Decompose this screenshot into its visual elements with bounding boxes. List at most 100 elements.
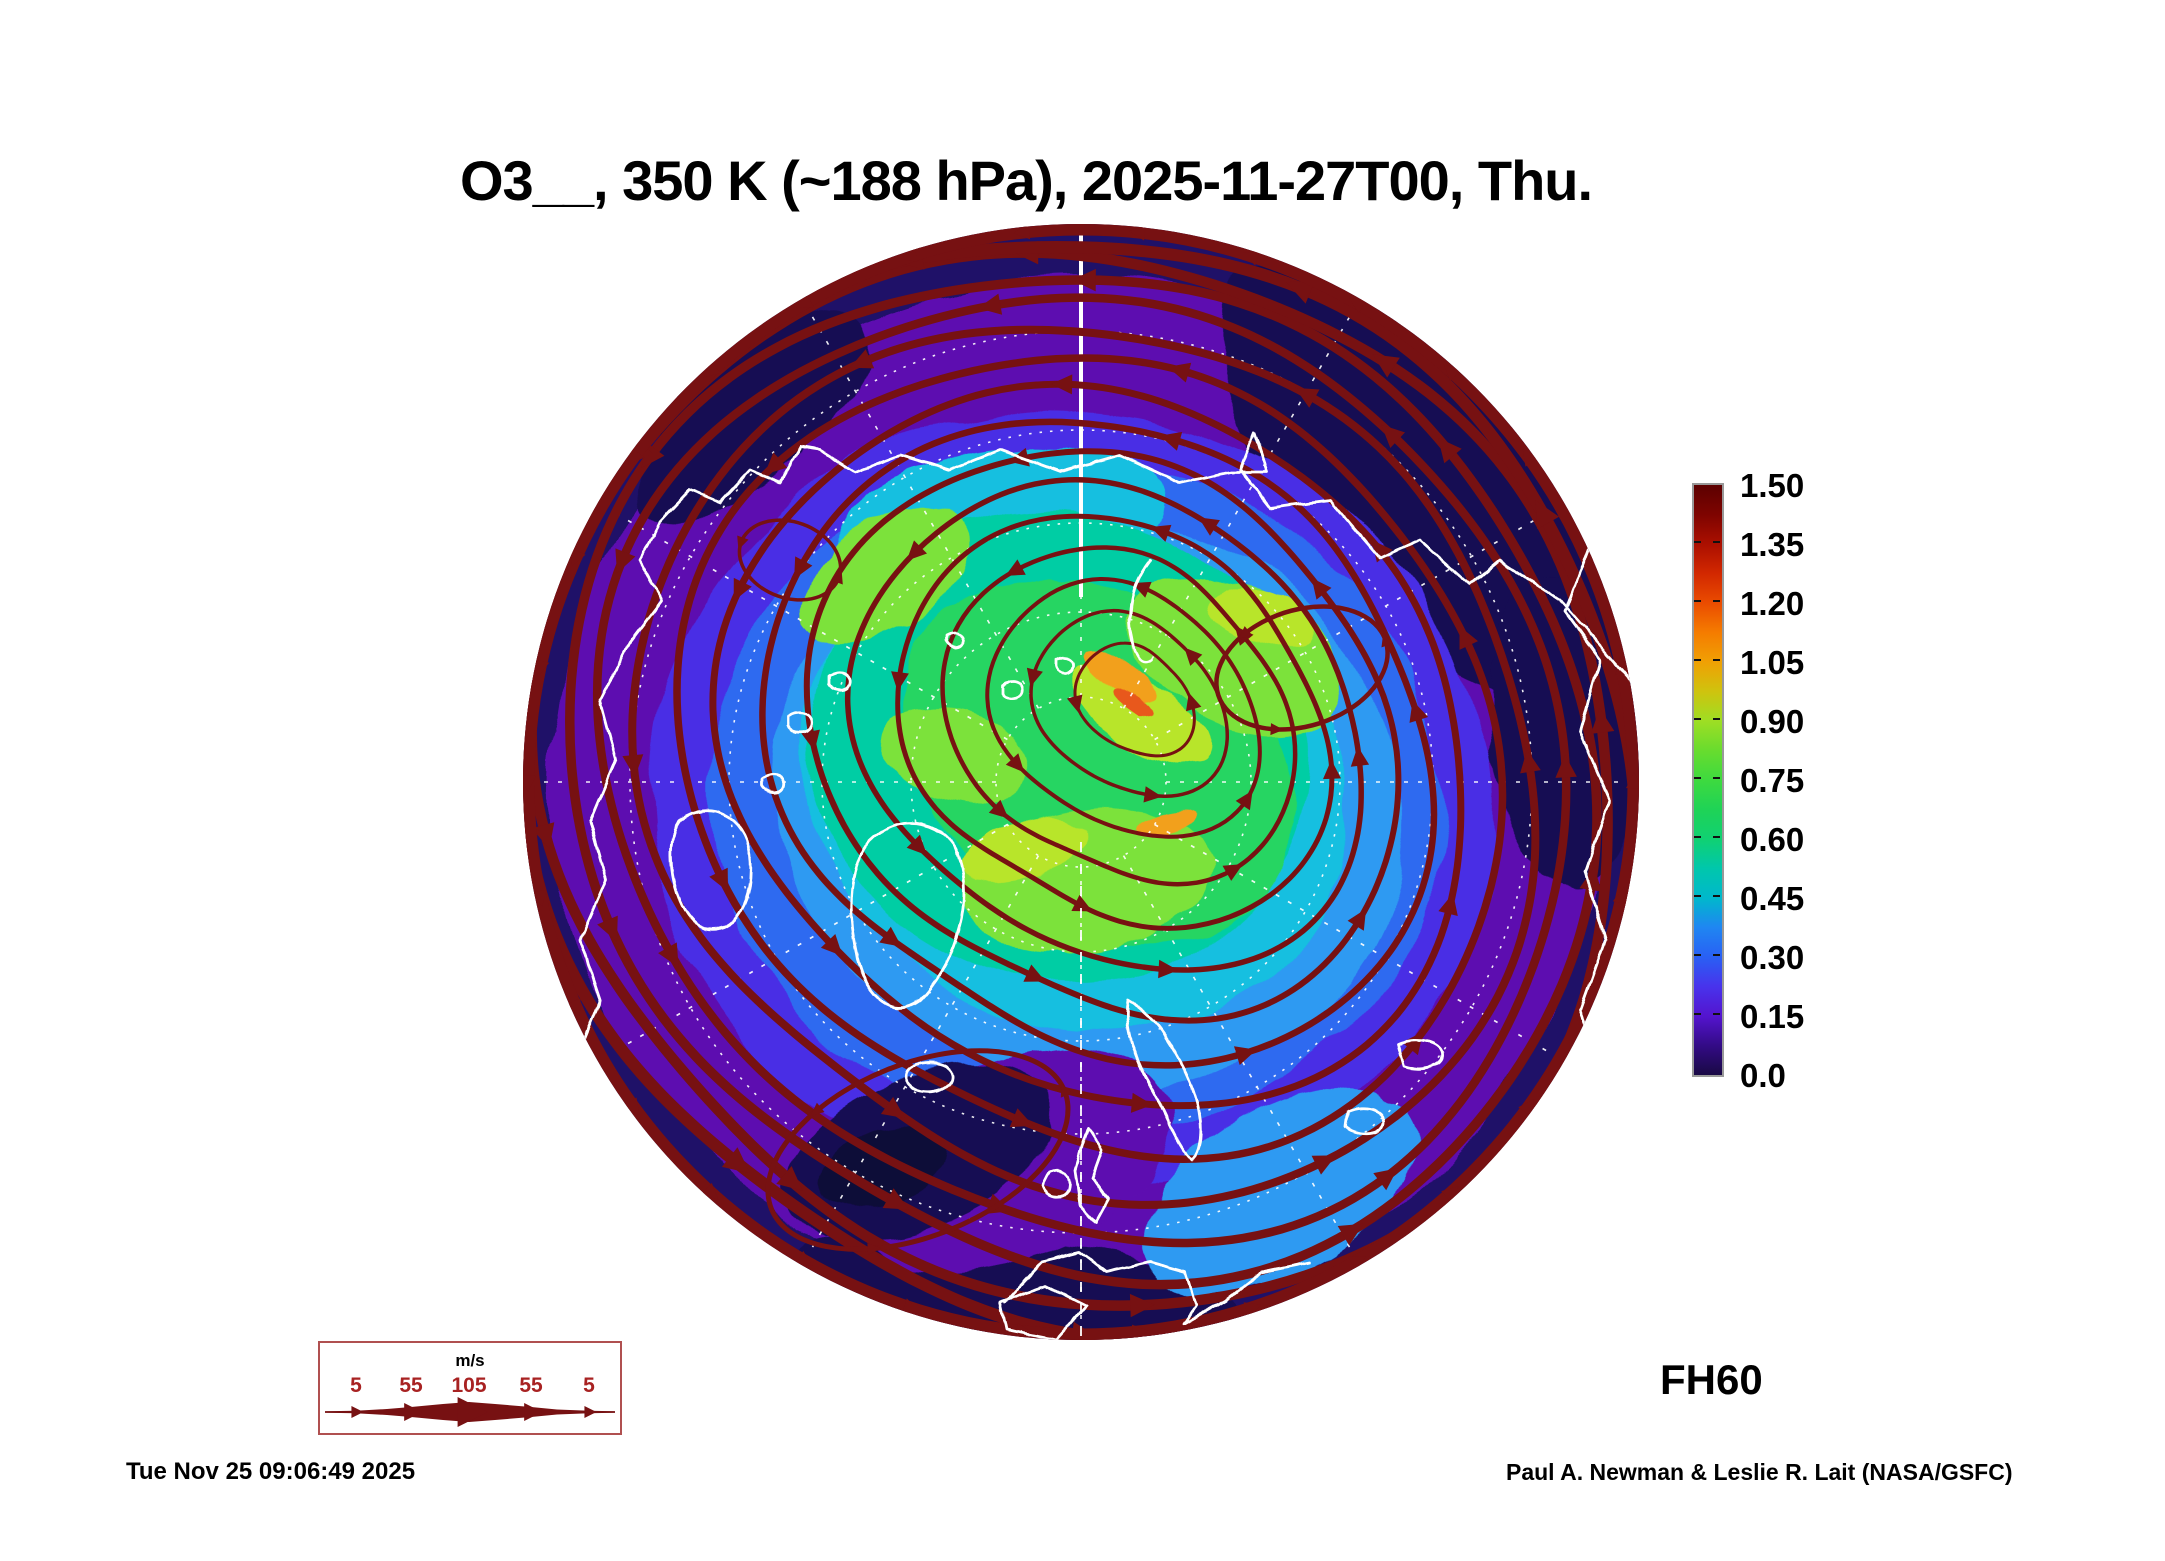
- colorbar-tick-label: 0.15: [1740, 998, 1805, 1035]
- coastline-path: [786, 710, 814, 734]
- streamline-arrow: [795, 1250, 814, 1266]
- streamline-arrow: [622, 754, 644, 778]
- wind-legend-speed-tick: 5: [350, 1374, 362, 1397]
- colorbar-tick-label: 1.20: [1740, 585, 1805, 622]
- streamline-arrow: [1337, 1223, 1364, 1246]
- streamline-arrow: [901, 1298, 920, 1314]
- field-blob: [1086, 651, 1158, 705]
- streamline: [673, 354, 1507, 1163]
- streamline: [985, 576, 1262, 839]
- streamline-arrow: [1128, 224, 1146, 241]
- streamline-arrow: [906, 834, 927, 856]
- field-blob: [1136, 809, 1200, 835]
- streamline-arrow: [906, 540, 927, 561]
- streamline-arrow: [1555, 754, 1577, 778]
- coastline-path: [1041, 1168, 1071, 1199]
- streamline-arrow: [1347, 908, 1367, 931]
- streamline-arrow: [1612, 887, 1629, 905]
- colorbar-tick-mark: [1694, 777, 1701, 779]
- streamline-arrow: [531, 889, 547, 907]
- credit-line: Paul A. Newman & Leslie R. Lait (NASA/GS…: [1506, 1459, 2013, 1485]
- wind-legend-speed-tick: 105: [451, 1374, 486, 1397]
- streamline-arrow: [882, 1188, 909, 1210]
- streamline-arrow: [1242, 250, 1261, 266]
- colorbar-tick-mark: [1694, 600, 1701, 602]
- wind-legend-speed-tick: 55: [519, 1374, 543, 1397]
- streamline-arrow: [1535, 500, 1560, 529]
- streamline: [759, 418, 1438, 1069]
- colorbar-tick-mark: [1713, 541, 1720, 543]
- colorbar-tick-label: 0.30: [1740, 939, 1805, 976]
- streamline: [940, 545, 1298, 887]
- streamline-arrow: [721, 1147, 750, 1174]
- colorbar-tick-mark: [1713, 718, 1720, 720]
- streamline-arrow: [1066, 694, 1083, 713]
- colorbar-tick-mark: [1713, 777, 1720, 779]
- colorbar-tick-mark: [1694, 1013, 1701, 1015]
- coastline-path: [760, 772, 786, 795]
- coastline-path: [669, 809, 753, 931]
- streamline-arrow: [1348, 1256, 1367, 1271]
- streamline-arrow: [795, 293, 814, 308]
- colorbar-gradient: [1692, 483, 1724, 1077]
- streamline-arrow: [1350, 746, 1370, 767]
- colorbar-tick-mark: [1694, 718, 1701, 720]
- creation-timestamp: Tue Nov 25 09:06:49 2025: [126, 1458, 416, 1485]
- streamline-arrow: [1198, 517, 1220, 536]
- streamline-arrow: [1459, 626, 1478, 650]
- streamline-eddy: [765, 1048, 1071, 1252]
- streamline-arrow: [658, 942, 679, 968]
- streamline-arrow: [1579, 866, 1602, 892]
- coastline-path: [904, 1060, 954, 1094]
- streamline-arrow: [1409, 700, 1429, 723]
- streamline-arrow: [1615, 657, 1631, 675]
- field-blob: [1116, 686, 1154, 714]
- coastline-path: [944, 632, 965, 649]
- streamline-arrow: [1270, 723, 1284, 736]
- streamline-arrow: [820, 934, 843, 957]
- wind-legend-box: [318, 1341, 622, 1435]
- streamline-arrow: [703, 361, 721, 378]
- colorbar-tick-mark: [1713, 954, 1720, 956]
- streamline-arrow: [1576, 997, 1591, 1016]
- streamline-arrow: [615, 548, 636, 574]
- wind-legend-units: m/s: [455, 1351, 484, 1370]
- field-blob: [1208, 585, 1316, 651]
- streamline-arrow: [1591, 708, 1615, 734]
- streamline-arrow: [1235, 790, 1253, 811]
- field-blob: [1073, 665, 1207, 765]
- streamline-arrow: [900, 246, 919, 262]
- streamline-arrow: [1130, 1092, 1153, 1113]
- colorbar-tick-label: 1.05: [1740, 644, 1805, 681]
- streamline-arrow: [1051, 374, 1073, 395]
- streamline-arrow: [831, 570, 843, 585]
- streamline-arrow: [1441, 1186, 1459, 1203]
- streamline-eddy: [1214, 604, 1390, 732]
- streamline-arrow: [1311, 578, 1332, 600]
- coastline-path: [826, 670, 852, 693]
- field-blob: [819, 1124, 949, 1208]
- streamline-arrow: [1401, 1031, 1424, 1056]
- colorbar-tick-mark: [1694, 541, 1701, 543]
- colorbar-tick-mark: [1713, 895, 1720, 897]
- streamline-arrow: [1520, 750, 1541, 774]
- wind-legend-arrowhead: [404, 1403, 423, 1421]
- streamline-arrow: [978, 293, 1003, 315]
- streamline-arrow: [1072, 268, 1096, 292]
- streamline-arrow: [1234, 1046, 1257, 1065]
- streamline-arrow: [1323, 759, 1341, 780]
- streamline-arrow: [575, 478, 599, 507]
- streamline-arrow: [566, 998, 581, 1016]
- field-blob: [965, 817, 1085, 883]
- coastline-path: [1128, 558, 1154, 664]
- streamline-arrow: [1071, 894, 1093, 912]
- streamline-arrow: [1184, 647, 1203, 666]
- colorbar-tick-mark: [1713, 1013, 1720, 1015]
- coastline-path: [1396, 1039, 1444, 1070]
- streamline-arrow: [1150, 524, 1172, 542]
- colorbar-tick-mark: [1694, 836, 1701, 838]
- streamline-arrow: [1129, 1293, 1155, 1318]
- streamline-arrow: [1518, 1099, 1535, 1117]
- colorbar-tick-label: 0.90: [1740, 703, 1805, 740]
